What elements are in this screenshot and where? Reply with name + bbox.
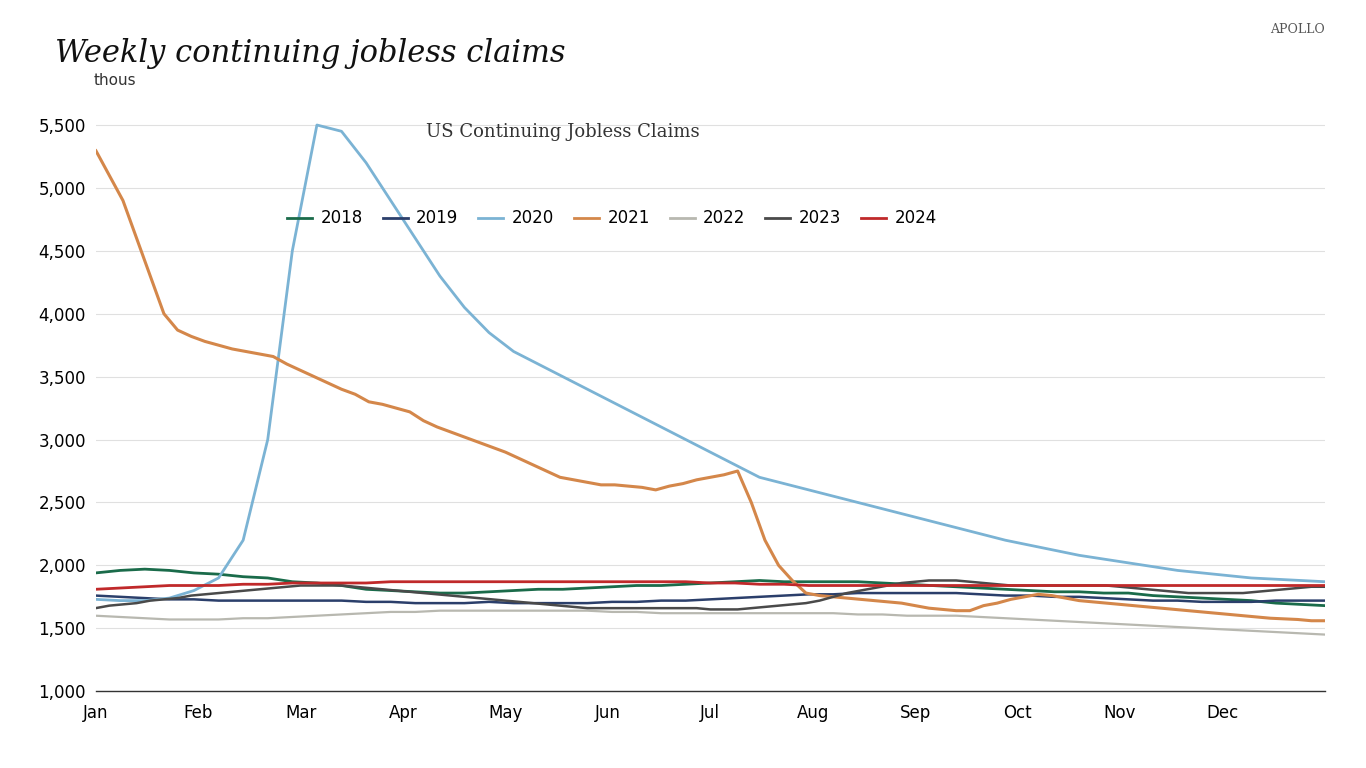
Text: Weekly continuing jobless claims: Weekly continuing jobless claims xyxy=(55,38,566,69)
Legend: 2018, 2019, 2020, 2021, 2022, 2023, 2024: 2018, 2019, 2020, 2021, 2022, 2023, 2024 xyxy=(280,203,944,234)
Text: thous: thous xyxy=(93,73,135,88)
Text: APOLLO: APOLLO xyxy=(1270,23,1325,36)
Text: US Continuing Jobless Claims: US Continuing Jobless Claims xyxy=(426,124,699,141)
